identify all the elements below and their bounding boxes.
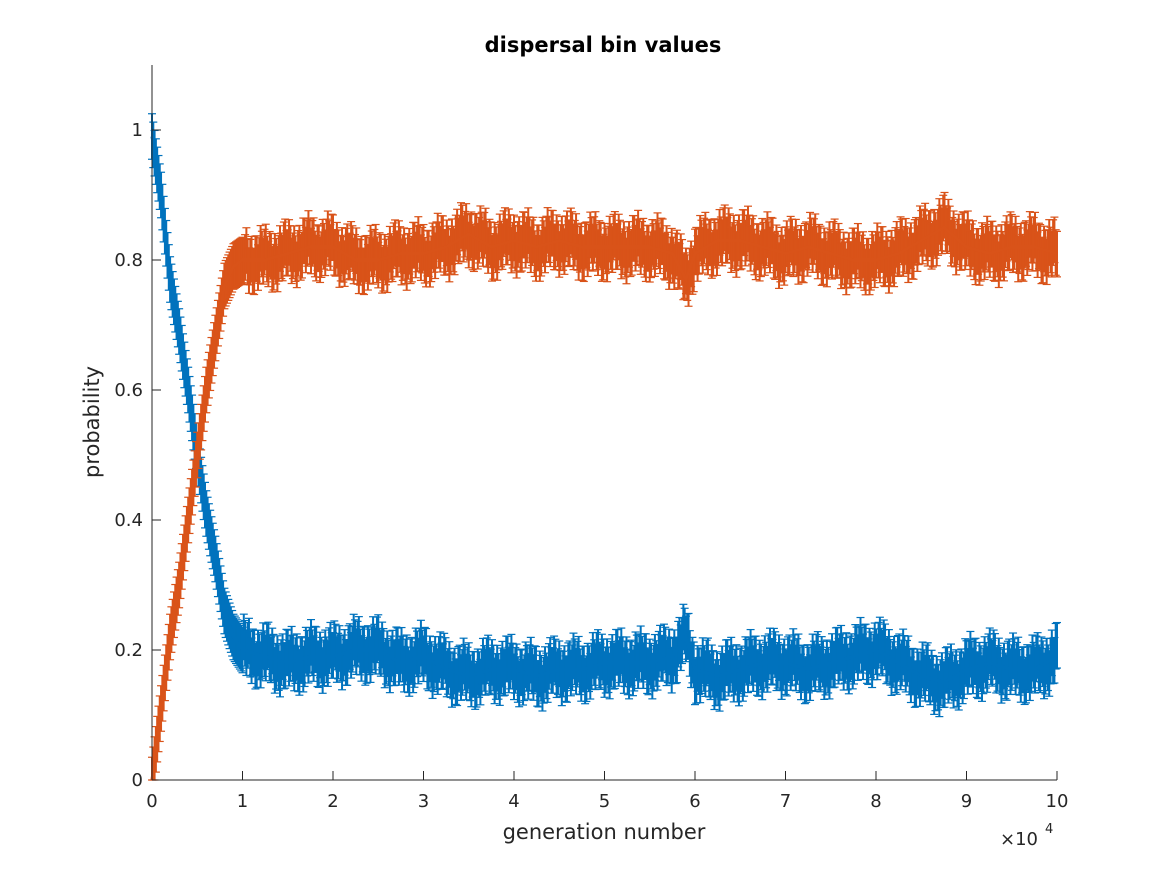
x-multiplier-exponent: 4: [1045, 822, 1053, 837]
x-tick-label: 5: [599, 791, 610, 812]
x-ticks: 0 1 2 3 4 5 6 7 8 9 10: [146, 771, 1068, 812]
x-tick-label: 9: [961, 791, 972, 812]
x-tick-label: 4: [508, 791, 519, 812]
y-tick-label: 0.8: [114, 250, 143, 271]
x-multiplier-label: ×10: [1000, 829, 1038, 850]
y-tick-label: 0: [132, 770, 143, 791]
x-tick-label: 0: [146, 791, 157, 812]
x-tick-label: 8: [870, 791, 881, 812]
y-ticks: 0 0.2 0.4 0.6 0.8 1: [114, 120, 161, 791]
y-tick-label: 0.6: [114, 380, 143, 401]
x-tick-label: 2: [327, 791, 338, 812]
x-tick-label: 6: [689, 791, 700, 812]
x-tick-label: 3: [418, 791, 429, 812]
series-line: [150, 136, 1058, 685]
series-layer: [148, 113, 1061, 781]
y-axis-label: probability: [80, 366, 104, 478]
y-tick-label: 1: [132, 120, 143, 141]
series-line: [150, 225, 1058, 781]
x-tick-label: 7: [780, 791, 791, 812]
x-axis-label: generation number: [503, 820, 706, 844]
series-2: [148, 191, 1061, 781]
x-tick-label: 10: [1046, 791, 1069, 812]
y-tick-label: 0.2: [114, 640, 143, 661]
x-tick-label: 1: [237, 791, 248, 812]
series-1: [148, 113, 1061, 718]
chart-title: dispersal bin values: [485, 33, 722, 57]
y-tick-label: 0.4: [114, 510, 143, 531]
